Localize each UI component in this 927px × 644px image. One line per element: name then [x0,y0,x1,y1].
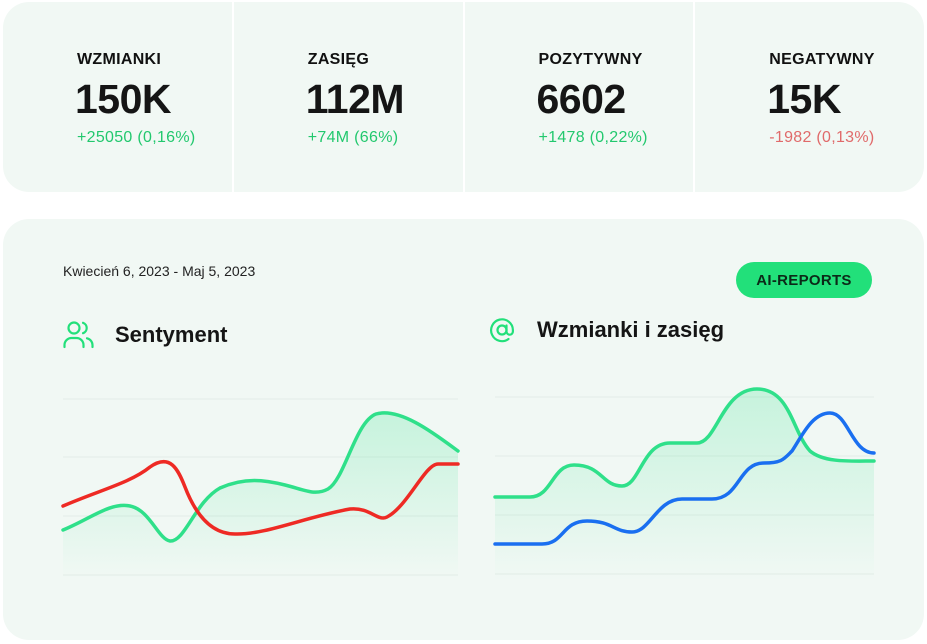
stat-reach: ZASIĘG 112M +74M (66%) [231,2,463,192]
reach-line [493,411,876,546]
stat-negative: NEGATYWNY 15K -1982 (0,13%) [693,2,924,192]
stat-value: 6602 [536,76,627,122]
stat-delta: +25050 (0,16%) [77,129,196,146]
stat-delta: +1478 (0,22%) [538,129,648,146]
ai-reports-button[interactable]: AI-REPORTS [736,262,872,298]
stat-value: 112M [305,76,405,122]
stat-positive: POZYTYWNY 6602 +1478 (0,22%) [462,2,694,192]
positive-line [61,411,460,543]
report-card: Kwiecień 6, 2023 - Maj 5, 2023 AI-REPORT… [3,219,924,640]
at-sign-icon [489,317,515,343]
stat-value: 150K [75,76,172,122]
stats-card: WZMIANKI 150K +25050 (0,16%) ZASIĘG 112M… [3,2,924,192]
mentions-header: Wzmianki i zasięg [489,317,724,343]
stat-delta: +74M (66%) [307,129,399,146]
stat-label: ZASIĘG [307,51,370,68]
mentions-area [495,389,874,581]
stat-value: 15K [767,76,841,122]
sentiment-title: Sentyment [115,322,228,347]
positive-area [63,412,458,579]
mentions-title: Wzmianki i zasięg [537,317,725,342]
date-range: Kwiecień 6, 2023 - Maj 5, 2023 [63,263,256,279]
stat-mentions: WZMIANKI 150K +25050 (0,16%) [3,2,232,192]
sentiment-chart [61,398,460,579]
stat-label: POZYTYWNY [538,51,643,68]
stat-label: WZMIANKI [77,51,162,68]
stat-label: NEGATYWNY [769,51,875,68]
users-icon [63,320,95,350]
stat-delta: -1982 (0,13%) [769,129,875,146]
sentiment-header: Sentyment [63,320,227,350]
mentions-line [493,387,876,499]
negative-line [61,459,460,536]
mentions-chart [493,387,876,581]
